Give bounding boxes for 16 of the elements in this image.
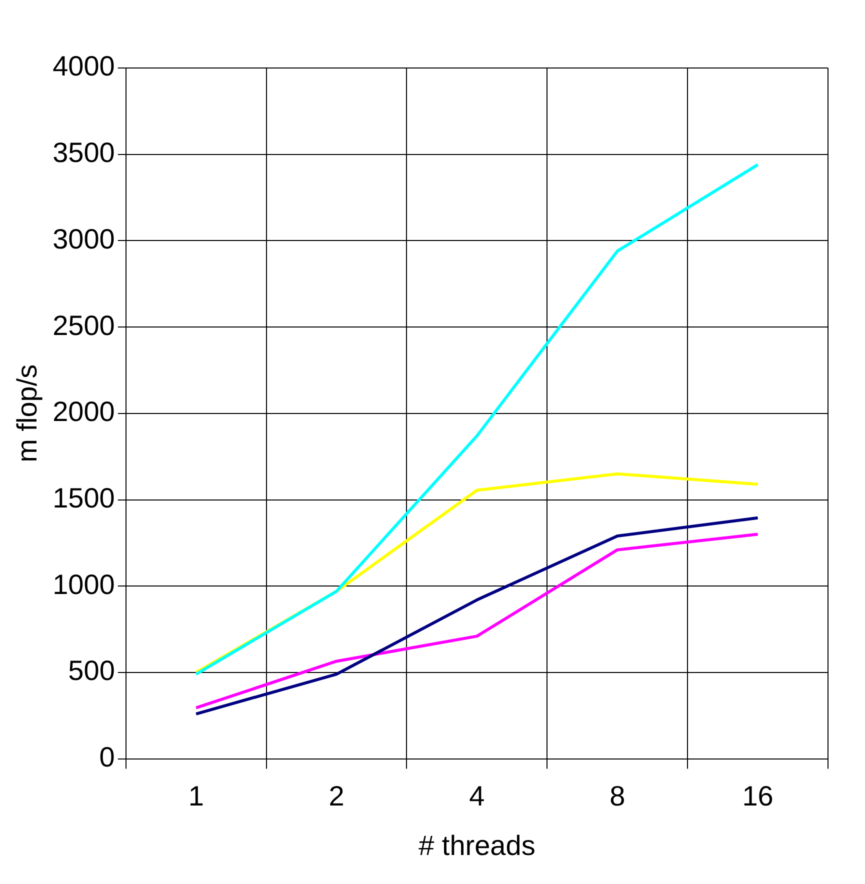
x-tick-label: 4 [469, 780, 485, 812]
y-tick-label: 3500 [52, 137, 115, 168]
y-tick-label: 0 [99, 742, 115, 773]
x-tick-label: 8 [610, 780, 626, 812]
x-axis-title: # threads [418, 830, 536, 861]
x-tick-label: 1 [188, 780, 204, 812]
y-tick-label: 1500 [52, 482, 115, 514]
y-tick-label: 2500 [52, 310, 115, 341]
y-axis-title: m flop/s [12, 364, 43, 462]
y-tick-label: 500 [68, 655, 115, 686]
x-tick-label: 16 [742, 780, 774, 812]
y-tick-label: 2000 [52, 396, 115, 428]
y-tick-label: 1000 [52, 568, 115, 600]
y-tick-label: 4000 [52, 50, 115, 82]
x-tick-label: 2 [328, 780, 344, 812]
y-tick-label: 3000 [52, 223, 115, 254]
